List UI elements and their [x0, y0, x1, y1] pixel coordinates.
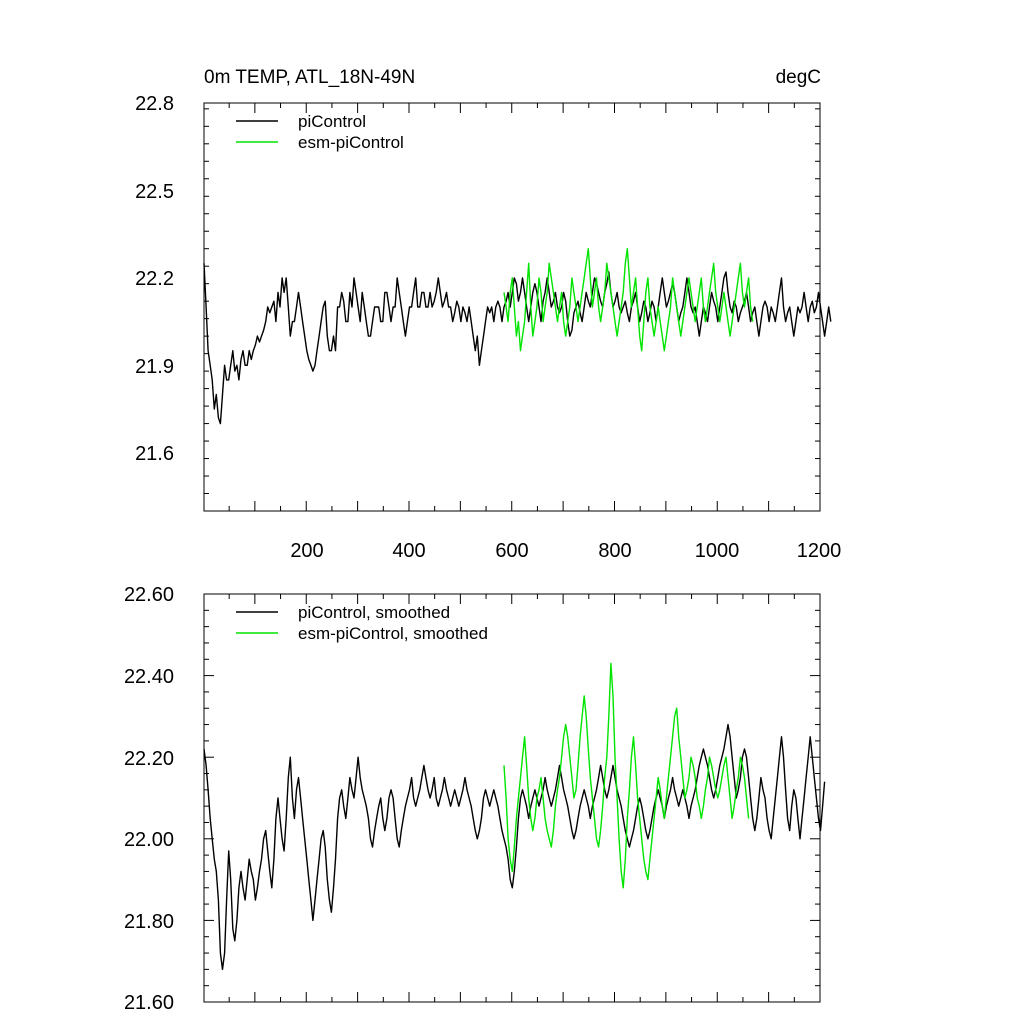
- series-line-esm-picontrol: [503, 247, 754, 352]
- x-tick-label: 600: [495, 540, 528, 562]
- bottom-series-lines: [203, 662, 826, 971]
- units-label: degC: [776, 67, 821, 88]
- bottom-legend: piControl, smoothed esm-piControl, smoot…: [236, 603, 488, 643]
- legend-label-esm-picontrol: esm-piControl: [298, 133, 404, 152]
- bottom-y-tick-label: 22.00: [124, 829, 174, 851]
- bottom-y-tick-label: 21.60: [124, 992, 174, 1014]
- top-y-tick-label: 22.8: [135, 93, 174, 115]
- x-tick-label: 1200: [797, 540, 842, 562]
- top-y-tick-labels: 21.6 21.9 22.2 22.5 22.8: [135, 93, 174, 465]
- bottom-axis-ticks: [204, 593, 821, 1003]
- bottom-y-tick-label: 21.80: [124, 911, 174, 933]
- top-y-tick-label: 22.5: [135, 181, 174, 203]
- x-tick-label: 800: [598, 540, 631, 562]
- bottom-y-tick-labels: 21.60 21.80 22.00 22.20 22.40 22.60: [124, 584, 174, 1014]
- chart-title: 0m TEMP, ATL_18N-49N: [204, 67, 415, 88]
- top-panel: 21.6 21.9 22.2 22.5 22.8 200 400 600 800…: [135, 93, 841, 562]
- bottom-panel: 21.60 21.80 22.00 22.20 22.40 22.60 piCo…: [124, 584, 826, 1014]
- bottom-y-tick-label: 22.40: [124, 666, 174, 688]
- top-x-tick-labels: 200 400 600 800 1000 1200: [290, 540, 841, 562]
- legend-label-picontrol-smoothed: piControl, smoothed: [298, 603, 450, 622]
- bottom-y-tick-label: 22.20: [124, 748, 174, 770]
- top-y-tick-label: 21.6: [135, 443, 174, 465]
- series-line-picontrol: [203, 263, 832, 425]
- x-tick-label: 200: [290, 540, 323, 562]
- series-line-picontrol-smoothed: [203, 723, 826, 971]
- series-line-esm-picontrol-smoothed: [503, 662, 750, 889]
- x-tick-label: 1000: [695, 540, 740, 562]
- legend-label-picontrol: piControl: [298, 112, 366, 131]
- legend-label-esm-picontrol-smoothed: esm-piControl, smoothed: [298, 624, 488, 643]
- top-legend: piControl esm-piControl: [236, 112, 404, 152]
- bottom-y-tick-label: 22.60: [124, 584, 174, 606]
- top-y-tick-label: 21.9: [135, 356, 174, 378]
- top-series-lines: [203, 247, 832, 425]
- x-tick-label: 400: [392, 540, 425, 562]
- top-y-tick-label: 22.2: [135, 268, 174, 290]
